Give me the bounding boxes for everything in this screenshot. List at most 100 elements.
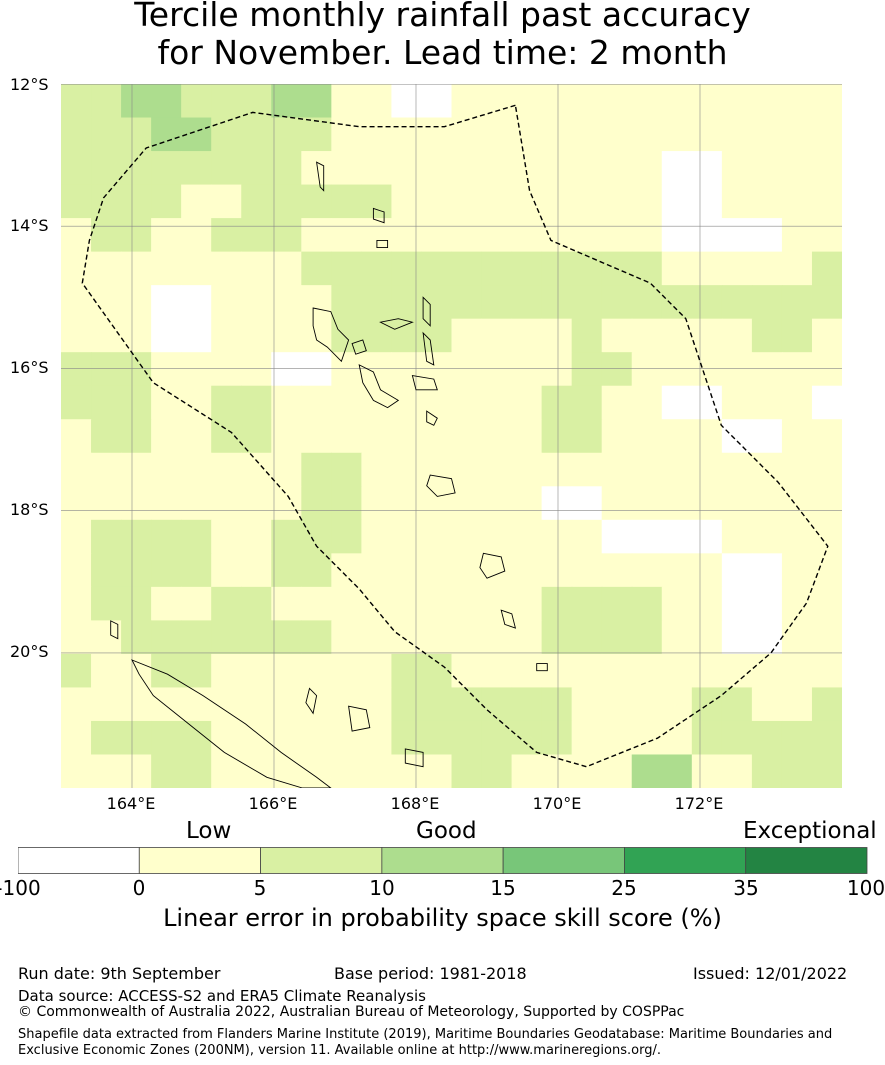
grid-cell — [751, 285, 783, 320]
grid-cell — [241, 285, 272, 320]
grid-cell — [391, 184, 423, 219]
grid-cell — [631, 586, 663, 621]
grid-cell — [721, 486, 753, 521]
grid-cell — [181, 452, 212, 487]
grid-cell — [661, 720, 693, 756]
grid-cell — [271, 419, 302, 454]
grid-cell — [361, 653, 393, 689]
grid-cell — [241, 620, 272, 655]
map-title-line2: for November. Lead time: 2 month — [157, 33, 728, 72]
grid-cell — [391, 117, 423, 152]
grid-cell — [541, 352, 573, 387]
grid-cell — [301, 754, 332, 788]
grid-cell — [331, 419, 362, 454]
grid-cell — [661, 318, 693, 353]
grid-cell — [241, 586, 272, 621]
grid-cell — [571, 452, 603, 487]
grid-cell — [391, 653, 423, 689]
grid-cell — [451, 720, 483, 756]
grid-cell — [541, 318, 573, 353]
island-outline — [404, 748, 424, 768]
grid-cell — [181, 318, 212, 353]
island-outline — [305, 687, 318, 715]
grid-cell — [391, 452, 423, 487]
grid-cell — [121, 486, 152, 521]
grid-cell — [751, 419, 783, 454]
grid-cell — [361, 486, 393, 521]
grid-cell — [451, 452, 483, 487]
grid-cell — [391, 218, 423, 253]
lat-label-14s: 14°S — [10, 216, 49, 235]
grid-cell — [331, 553, 362, 588]
grid-cell — [331, 687, 362, 722]
grid-cell — [691, 117, 723, 152]
grid-cell — [661, 285, 693, 320]
grid-cell — [271, 352, 302, 387]
grid-cell — [121, 687, 152, 722]
grid-cell — [271, 486, 302, 521]
grid-cell — [121, 553, 152, 588]
grid-cell — [451, 318, 483, 353]
grid-cell — [481, 452, 513, 487]
skill-score-map — [61, 84, 842, 788]
grid-cell — [601, 218, 633, 253]
grid-cell — [721, 151, 753, 186]
grid-cell — [421, 519, 453, 554]
grid-cell — [811, 218, 842, 253]
grid-cell — [391, 318, 423, 353]
grid-cell — [421, 486, 453, 521]
grid-cell — [691, 184, 723, 219]
grid-cell — [331, 620, 362, 655]
grid-cell — [631, 84, 663, 119]
lon-label-170e: 170°E — [532, 794, 582, 813]
grid-cell — [121, 620, 152, 655]
grid-cell — [61, 419, 92, 454]
grid-cell — [571, 151, 603, 186]
grid-cell — [241, 84, 272, 119]
grid-cell — [571, 620, 603, 655]
grid-cell — [391, 419, 423, 454]
grid-cell — [571, 720, 603, 756]
grid-cell — [271, 285, 302, 320]
grid-cell — [301, 486, 332, 521]
island-outline — [479, 552, 506, 579]
grid-cell — [271, 519, 302, 554]
grid-cell — [571, 553, 603, 588]
grid-cell — [811, 720, 842, 756]
grid-cell — [451, 553, 483, 588]
grid-cell — [241, 419, 272, 454]
grid-cell — [271, 318, 302, 353]
grid-cell — [781, 151, 813, 186]
run-date: Run date: 9th September — [18, 964, 221, 983]
grid-cell — [811, 486, 842, 521]
grid-cell — [601, 553, 633, 588]
grid-cell — [391, 687, 423, 722]
grid-cell — [691, 486, 723, 521]
grid-cell — [151, 754, 182, 788]
grid-cell — [421, 419, 453, 454]
grid-cell — [241, 352, 272, 387]
island-outline — [351, 339, 367, 355]
grid-cell — [511, 486, 543, 521]
grid-cell — [691, 218, 723, 253]
grid-cell — [271, 754, 302, 788]
islands — [110, 161, 548, 788]
grid-cell — [301, 117, 332, 152]
colorbar-tick: 10 — [369, 876, 395, 900]
grid-cell — [691, 720, 723, 756]
grid-cell — [601, 620, 633, 655]
grid-cell — [331, 151, 362, 186]
grid-cell — [361, 620, 393, 655]
grid-cell — [631, 754, 663, 788]
base-period: Base period: 1981-2018 — [334, 964, 527, 983]
grid-cell — [181, 151, 212, 186]
grid-cell — [91, 352, 122, 387]
grid-cell — [271, 687, 302, 722]
grid-cell — [301, 419, 332, 454]
grid-cell — [211, 218, 242, 253]
grid-cell — [91, 519, 122, 554]
grid-cell — [571, 318, 603, 353]
grid-cell — [61, 754, 92, 788]
grid-cell — [721, 285, 753, 320]
grid-cell — [421, 184, 453, 219]
